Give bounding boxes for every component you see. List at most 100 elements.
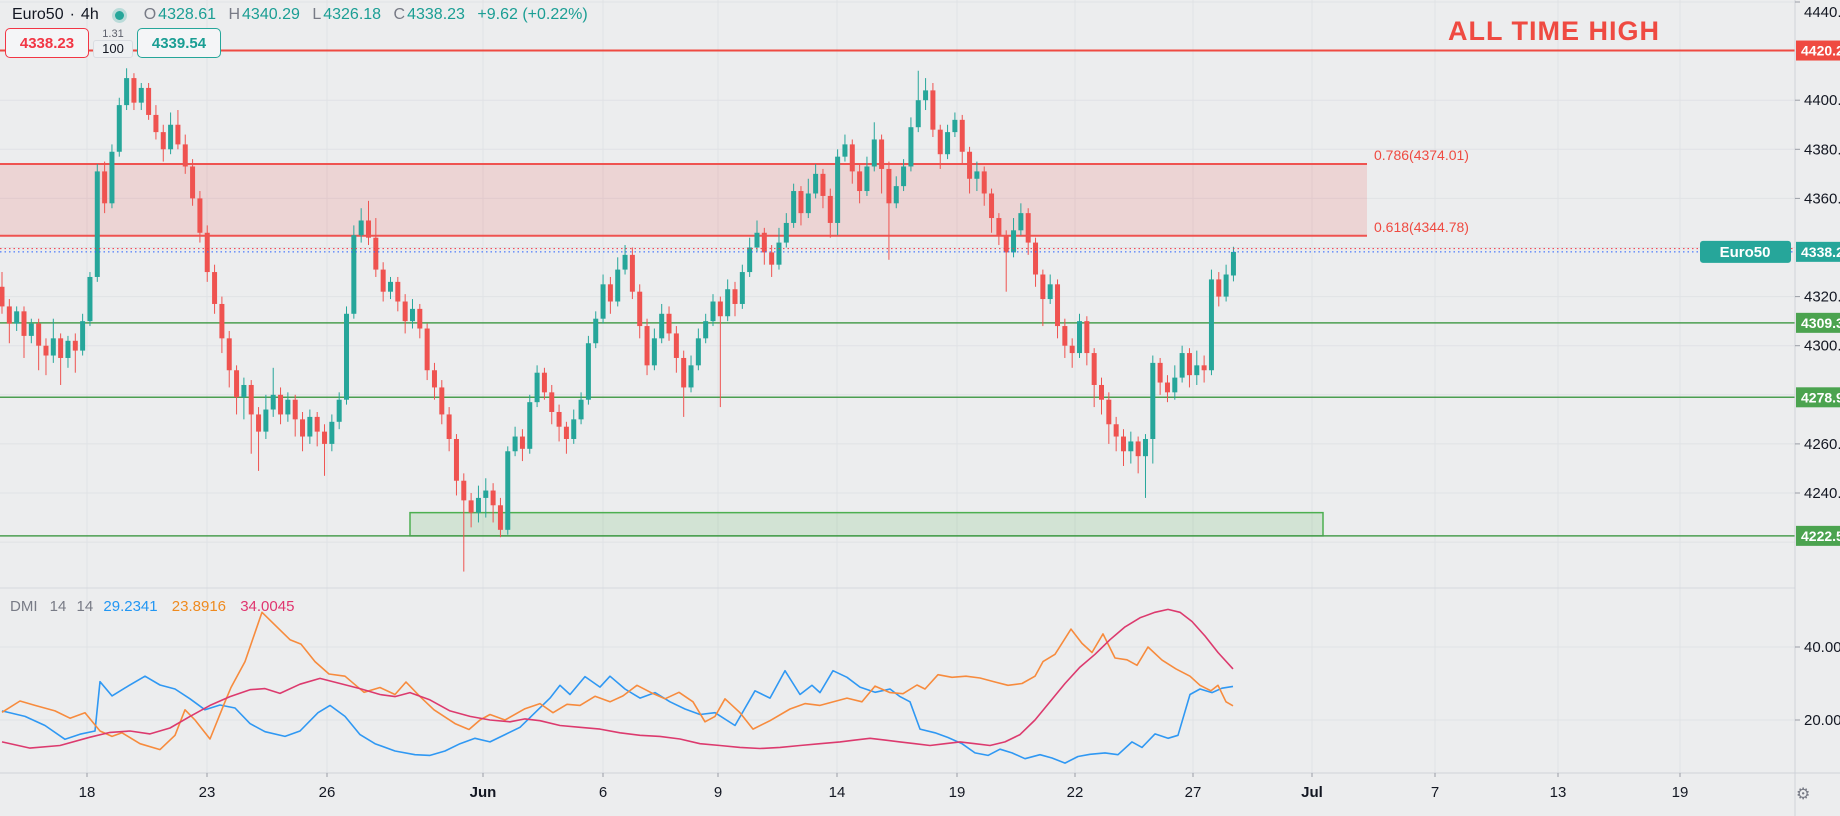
candle (673, 326, 679, 373)
price-label-box (1796, 241, 1840, 262)
price-label-text: 4420.23 (1801, 43, 1840, 59)
candle (1157, 357, 1163, 395)
candle (952, 112, 958, 138)
candle (908, 117, 914, 172)
candle (358, 208, 364, 243)
candle (409, 299, 415, 329)
candle (336, 392, 342, 430)
dmi-tick-label: 40.0000 (1804, 639, 1840, 656)
candle (248, 380, 254, 454)
price-tick-label: 4440.00 (1804, 4, 1840, 21)
time-axis-label: 14 (829, 784, 846, 801)
price-tick-label: 4240.00 (1804, 485, 1840, 502)
candle (1091, 348, 1097, 408)
candle (1135, 436, 1141, 474)
candle (131, 73, 137, 111)
candle (754, 220, 760, 253)
candle (234, 365, 240, 415)
candle (1047, 274, 1053, 304)
candle (270, 367, 276, 417)
candle (65, 335, 71, 368)
candle (923, 78, 929, 111)
candle (1055, 279, 1061, 339)
candle (864, 156, 870, 196)
candle (886, 161, 892, 260)
gear-icon[interactable]: ⚙ (1796, 786, 1811, 803)
candle (87, 272, 93, 327)
candle (615, 257, 621, 307)
candle (300, 411, 306, 452)
candle (747, 237, 753, 277)
candle (146, 83, 152, 120)
candle (351, 225, 357, 319)
candle (219, 296, 225, 354)
candle (725, 279, 731, 322)
candle (1077, 313, 1083, 358)
candle (857, 164, 863, 204)
price-tick-label: 4300.00 (1804, 338, 1840, 355)
price-label-text: 4278.98 (1801, 389, 1840, 405)
time-axis-label: Jul (1301, 784, 1323, 801)
price-label-text: 4222.54 (1801, 528, 1840, 544)
candle (681, 350, 687, 417)
time-axis-label: 26 (319, 784, 336, 801)
fib-0618-label: 0.618(4344.78) (1374, 219, 1469, 235)
candle (761, 227, 767, 265)
candle (996, 213, 1002, 246)
candle (556, 404, 562, 442)
candle (578, 392, 584, 425)
price-tick-label: 4380.00 (1804, 141, 1840, 158)
price-label-box (1796, 312, 1840, 333)
candle (1216, 272, 1222, 307)
time-axis-label: 18 (79, 784, 96, 801)
dmi-minus-di-value: 23.8916 (171, 598, 227, 615)
candle (937, 124, 943, 169)
current-price-tag-text: Euro50 (1720, 244, 1771, 261)
candle (571, 409, 577, 444)
candle (168, 112, 174, 155)
candle (1113, 416, 1119, 452)
candle (622, 245, 628, 275)
dmi-line--di (1, 611, 1234, 751)
price-tick-label: 4360.00 (1804, 190, 1840, 207)
candle (739, 264, 745, 309)
price-label-box (1796, 40, 1840, 61)
candle (417, 303, 423, 339)
candle (1062, 318, 1068, 358)
candle (109, 144, 115, 209)
price-label-text: 4309.31 (1801, 315, 1840, 331)
candle (1164, 375, 1170, 403)
time-axis-label: 9 (714, 784, 722, 801)
candle (849, 139, 855, 184)
sell-button[interactable]: 4338.23 (5, 28, 89, 58)
candle (981, 166, 987, 206)
buy-button[interactable]: 4339.54 (137, 28, 221, 58)
demand-zone-box (409, 511, 1324, 537)
spread-value: 1.31 (102, 28, 124, 40)
price-tick-label: 4260.00 (1804, 436, 1840, 453)
ohlc-readout: O 4328.61 H 4340.29 L 4326.18 C 4338.23 +9.6… (144, 6, 596, 24)
fib-0786-label: 0.786(4374.01) (1374, 147, 1469, 163)
spread-column: 1.31 100 (93, 28, 133, 58)
quantity-field[interactable]: 100 (93, 40, 133, 58)
candle (497, 497, 503, 538)
symbol-legend: Euro50 · 4h O 4328.61 H 4340.29 L 4326.18 C… (12, 6, 596, 24)
candle (1003, 230, 1009, 292)
candle (94, 164, 100, 282)
candle (798, 186, 804, 226)
candle (585, 335, 591, 405)
candle (241, 377, 247, 420)
candle (439, 380, 445, 425)
candle (945, 124, 951, 160)
dmi-adx-value: 34.0045 (240, 598, 295, 615)
candle (607, 276, 613, 314)
candle (871, 122, 877, 172)
candle (102, 161, 108, 214)
candle (600, 274, 606, 324)
close-value: 4338.23 (407, 6, 465, 23)
candle (475, 485, 481, 523)
dmi-param-1: 14 (49, 598, 67, 615)
candle (160, 124, 166, 162)
trade-widget: 4338.23 1.31 100 4339.54 (5, 28, 221, 58)
